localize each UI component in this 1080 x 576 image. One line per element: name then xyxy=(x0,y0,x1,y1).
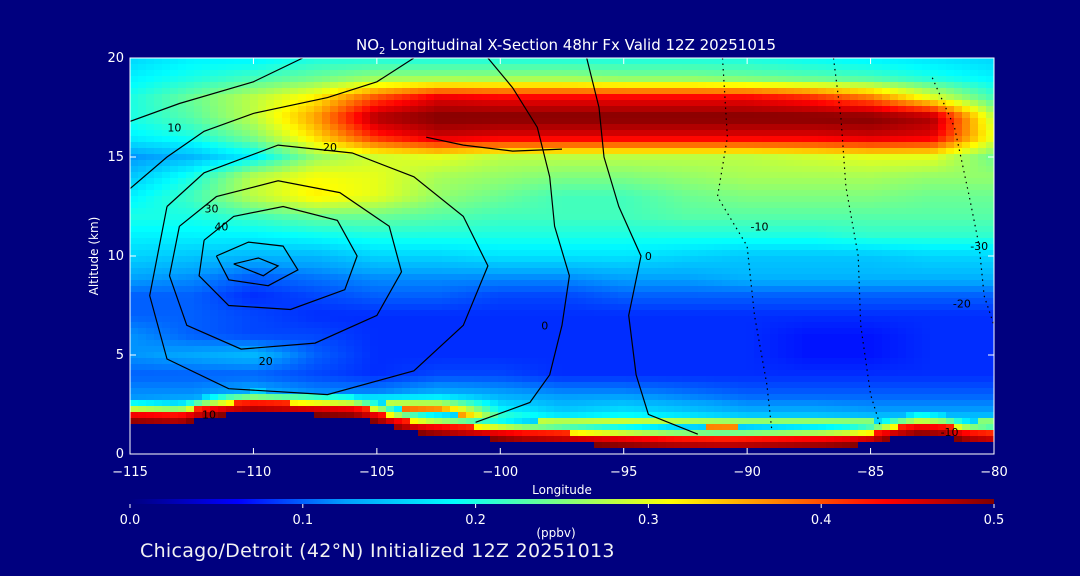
contour-line-11 xyxy=(931,77,994,326)
contour-label-0: 10 xyxy=(167,121,181,134)
contour-line-7 xyxy=(475,58,571,423)
contour-line-0 xyxy=(130,58,415,190)
y-tick-label: 5 xyxy=(116,348,124,363)
x-axis: −115 −110 −105 −100 −95 −90 −85 −80 xyxy=(112,58,1008,480)
contour-label-10: -20 xyxy=(953,298,971,311)
contour-line-3 xyxy=(168,180,403,350)
contour-label-5: 10 xyxy=(202,408,216,421)
contour-label-7: 0 xyxy=(541,319,548,332)
colorbar-tick-label: 0.5 xyxy=(984,513,1005,528)
y-tick-label: 10 xyxy=(107,249,124,264)
contour-label-8: -10 xyxy=(751,220,769,233)
contour-label-11: -10 xyxy=(941,426,959,439)
y-tick-label: 0 xyxy=(116,447,124,462)
colorbar-label: (ppbv) xyxy=(536,526,575,540)
colorbar-tick-label: 0.0 xyxy=(120,513,141,528)
contour-label-6: 0 xyxy=(645,250,652,263)
y-tick-label: 20 xyxy=(107,51,124,66)
contour-line-2 xyxy=(149,144,489,396)
contour-line-12 xyxy=(426,136,563,152)
contour-label-9: -30 xyxy=(970,240,988,253)
footer-caption: Chicago/Detroit (42°N) Initialized 12Z 2… xyxy=(140,540,615,562)
heatmap-field xyxy=(130,58,994,454)
contour-label-2: 30 xyxy=(204,202,218,215)
contour-label-4: 20 xyxy=(259,355,273,368)
colorbar-tick-label: 0.2 xyxy=(465,513,486,528)
contour-lines xyxy=(130,58,994,435)
chart-title: NO2 Longitudinal X-Section 48hr Fx Valid… xyxy=(356,36,776,57)
x-tick-label: −85 xyxy=(857,465,884,480)
contour-line-6 xyxy=(233,257,280,277)
y-tick-label: 15 xyxy=(107,150,124,165)
x-tick-label: −105 xyxy=(359,465,395,480)
contour-labels: 10 20 30 40 20 10 0 0 -10 -30 -20 -10 xyxy=(167,121,988,439)
x-axis-label: Longitude xyxy=(532,483,592,497)
contour-line-1 xyxy=(130,58,304,122)
x-tick-label: −95 xyxy=(610,465,637,480)
colorbar-strip xyxy=(130,499,994,504)
x-tick-label: −90 xyxy=(733,465,760,480)
x-tick-label: −115 xyxy=(112,465,148,480)
colorbar-tick-label: 0.3 xyxy=(638,513,659,528)
colorbar: 0.0 0.1 0.2 0.3 0.4 0.5 (ppbv) xyxy=(120,499,1005,540)
contour-label-3: 40 xyxy=(214,220,228,233)
x-tick-label: −80 xyxy=(980,465,1007,480)
colorbar-tick-label: 0.4 xyxy=(811,513,832,528)
x-tick-label: −110 xyxy=(236,465,272,480)
colorbar-tick-label: 0.1 xyxy=(292,513,313,528)
y-axis: 0 5 10 15 20 xyxy=(107,51,994,462)
contour-line-8 xyxy=(586,58,699,435)
y-axis-label: Altitude (km) xyxy=(87,217,101,296)
contour-label-1: 20 xyxy=(323,141,337,154)
contour-line-5 xyxy=(215,241,299,287)
contour-line-4 xyxy=(198,205,358,311)
x-tick-label: −100 xyxy=(482,465,518,480)
